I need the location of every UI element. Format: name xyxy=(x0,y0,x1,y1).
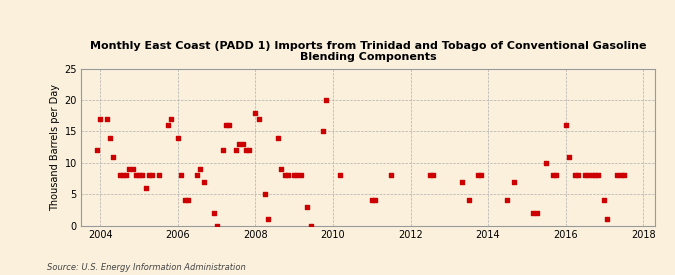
Point xyxy=(95,117,106,121)
Point xyxy=(531,211,542,215)
Point xyxy=(583,173,593,178)
Point xyxy=(369,198,380,203)
Point xyxy=(182,198,193,203)
Point xyxy=(593,173,603,178)
Point xyxy=(589,173,600,178)
Point xyxy=(473,173,484,178)
Point xyxy=(586,173,597,178)
Point xyxy=(198,179,209,184)
Point xyxy=(231,148,242,152)
Point xyxy=(318,129,329,134)
Point xyxy=(234,142,244,146)
Point xyxy=(163,123,173,127)
Point xyxy=(211,223,222,228)
Point xyxy=(560,123,571,127)
Point xyxy=(296,173,306,178)
Point xyxy=(279,173,290,178)
Text: Source: U.S. Energy Information Administration: Source: U.S. Energy Information Administ… xyxy=(47,263,246,272)
Point xyxy=(602,217,613,221)
Point xyxy=(114,173,125,178)
Point xyxy=(580,173,591,178)
Point xyxy=(276,167,287,171)
Point xyxy=(289,173,300,178)
Point xyxy=(321,98,332,102)
Point xyxy=(105,136,115,140)
Point xyxy=(179,198,190,203)
Point xyxy=(137,173,148,178)
Point xyxy=(134,173,144,178)
Point xyxy=(237,142,248,146)
Point xyxy=(176,173,186,178)
Point xyxy=(240,148,251,152)
Point xyxy=(117,173,128,178)
Point xyxy=(121,173,132,178)
Point xyxy=(551,173,562,178)
Point xyxy=(273,136,284,140)
Point xyxy=(615,173,626,178)
Point xyxy=(476,173,487,178)
Point xyxy=(101,117,112,121)
Point xyxy=(282,173,293,178)
Point xyxy=(457,179,468,184)
Point xyxy=(509,179,520,184)
Point xyxy=(253,117,264,121)
Point xyxy=(244,148,254,152)
Point xyxy=(153,173,164,178)
Point xyxy=(192,173,202,178)
Point xyxy=(124,167,135,171)
Point xyxy=(208,211,219,215)
Point xyxy=(385,173,396,178)
Point xyxy=(292,173,302,178)
Point xyxy=(573,173,584,178)
Point xyxy=(260,192,271,196)
Point xyxy=(612,173,622,178)
Point xyxy=(221,123,232,127)
Point xyxy=(570,173,580,178)
Point xyxy=(224,123,235,127)
Point xyxy=(463,198,474,203)
Point xyxy=(144,173,155,178)
Point xyxy=(541,161,551,165)
Point xyxy=(146,173,157,178)
Point xyxy=(250,111,261,115)
Point xyxy=(367,198,377,203)
Point xyxy=(127,167,138,171)
Point xyxy=(173,136,184,140)
Title: Monthly East Coast (PADD 1) Imports from Trinidad and Tobago of Conventional Gas: Monthly East Coast (PADD 1) Imports from… xyxy=(90,41,646,62)
Point xyxy=(425,173,435,178)
Point xyxy=(218,148,229,152)
Point xyxy=(108,154,119,159)
Point xyxy=(502,198,513,203)
Point xyxy=(302,205,313,209)
Point xyxy=(263,217,273,221)
Point xyxy=(528,211,539,215)
Point xyxy=(131,173,142,178)
Point xyxy=(92,148,103,152)
Point xyxy=(140,186,151,190)
Point xyxy=(618,173,629,178)
Point xyxy=(334,173,345,178)
Point xyxy=(547,173,558,178)
Point xyxy=(599,198,610,203)
Point xyxy=(195,167,206,171)
Point xyxy=(305,223,316,228)
Point xyxy=(563,154,574,159)
Y-axis label: Thousand Barrels per Day: Thousand Barrels per Day xyxy=(50,84,60,211)
Point xyxy=(166,117,177,121)
Point xyxy=(427,173,438,178)
